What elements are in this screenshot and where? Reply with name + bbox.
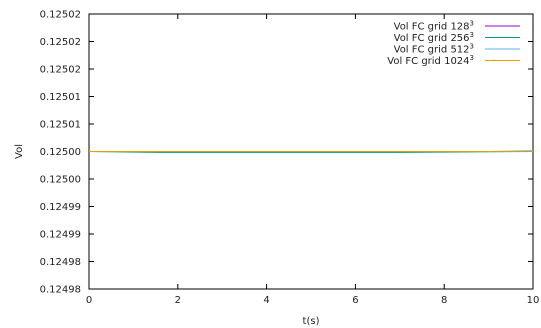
legend-label: Vol FC grid 2563 (394, 31, 474, 44)
x-tick-label: 10 (527, 295, 540, 306)
y-tick-label: 0.12501 (40, 92, 81, 103)
legend-label: Vol FC grid 1283 (394, 20, 474, 33)
series-line (89, 150, 534, 152)
x-tick-label: 0 (86, 295, 92, 306)
y-tick-label: 0.12502 (40, 37, 81, 48)
x-axis-label: t(s) (303, 316, 320, 327)
axis-ticks: 0 2 4 6 8 10 0.12498 0.12498 0.12499 0.12499 0.125… (40, 10, 540, 307)
y-tick-label: 0.12500 (40, 175, 81, 186)
series-lines (88, 150, 534, 153)
legend-label: Vol FC grid 10243 (387, 54, 474, 67)
x-tick-label: 2 (175, 295, 181, 306)
y-tick-label: 0.12498 (40, 285, 81, 296)
x-tick-label: 8 (441, 295, 447, 306)
y-tick-label: 0.12501 (40, 120, 81, 131)
y-tick-label: 0.12500 (40, 147, 81, 158)
legend-label: Vol FC grid 5123 (394, 43, 474, 56)
y-tick-label: 0.12498 (40, 257, 81, 268)
y-tick-label: 0.12502 (40, 10, 81, 21)
y-axis-label: Vol (14, 144, 25, 159)
y-tick-label: 0.12499 (40, 202, 81, 213)
x-tick-label: 4 (263, 295, 269, 306)
y-tick-label: 0.12502 (40, 65, 81, 76)
x-tick-label: 6 (352, 295, 358, 306)
y-tick-label: 0.12499 (40, 230, 81, 241)
